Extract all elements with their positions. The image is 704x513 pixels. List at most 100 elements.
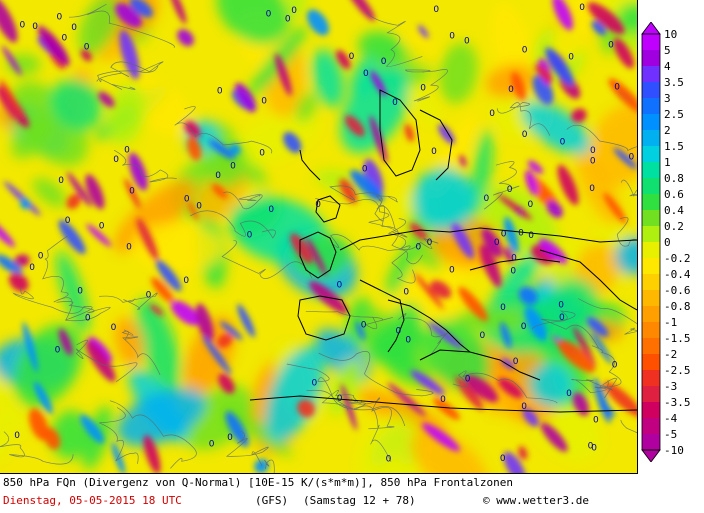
field-streak <box>387 382 426 417</box>
field-blob <box>114 317 144 367</box>
field-streak <box>370 70 387 97</box>
field-streak <box>169 0 187 25</box>
field-streak <box>79 414 105 444</box>
field-streak <box>524 306 547 341</box>
frontal-zone-line <box>531 310 599 349</box>
field-streak <box>465 374 499 403</box>
frontal-zone-line <box>286 363 406 427</box>
zero-contour-label: 0 <box>392 98 398 108</box>
frontal-zone-line <box>398 313 449 356</box>
legend-label: -4 <box>664 412 678 425</box>
color-scale-bar <box>641 21 661 463</box>
zero-contour-label: 0 <box>593 415 599 425</box>
zero-contour-label: 0 <box>227 433 233 443</box>
field-blob <box>0 104 21 131</box>
field-streak <box>534 64 553 83</box>
field-streak <box>254 458 269 473</box>
frontal-zone-line <box>96 61 164 82</box>
legend-max-arrow <box>641 21 661 35</box>
field-streak <box>430 280 452 299</box>
legend-swatch <box>642 210 660 227</box>
field-blob <box>0 410 14 461</box>
field-streak <box>111 442 126 473</box>
field-streak <box>410 370 445 396</box>
field-streak <box>151 277 174 303</box>
legend-swatch <box>642 354 660 371</box>
field-streak <box>283 132 302 154</box>
field-streak <box>1 45 22 76</box>
coastline-segment <box>299 231 337 279</box>
frontal-zone-line <box>329 185 396 229</box>
field-blob <box>130 222 222 273</box>
field-streak <box>43 427 61 450</box>
coastline-segment <box>419 109 453 181</box>
field-streak <box>143 435 161 473</box>
coastline-segment <box>419 349 541 381</box>
legend-swatch <box>642 258 660 275</box>
frontal-zone-line <box>496 102 551 136</box>
field-streak <box>545 47 575 87</box>
legend-label: 1.5 <box>664 140 684 153</box>
zero-contour-label: 0 <box>129 187 135 197</box>
zero-contour-label: 0 <box>361 321 367 331</box>
field-streak <box>115 2 142 28</box>
field-streak <box>503 451 526 473</box>
zero-contour-label: 0 <box>522 46 528 56</box>
field-streak <box>0 254 23 276</box>
field-streak <box>428 322 464 349</box>
zero-contour-label: 0 <box>84 43 90 53</box>
legend-label: -1 <box>664 316 678 329</box>
weather-map: 0 0 0 0 0 0 0 0 0 0 0 0 0 0 0 0 0 0 0 0 0 0 0 0 0 0 0 0 0 0 0 0 0 0 0 0 0 0 0 0… <box>0 0 638 474</box>
field-streak <box>33 381 53 415</box>
caption-date: Dienstag, 05-05-2015 18 UTC <box>3 494 182 507</box>
zero-contour-label: 0 <box>259 148 265 158</box>
zero-contour-label: 0 <box>431 147 437 157</box>
zero-contour-label: 0 <box>32 22 38 32</box>
zero-contour-label: 0 <box>510 267 516 277</box>
zero-contour-label: 0 <box>55 346 61 356</box>
zero-contour-label: 0 <box>268 205 274 215</box>
frontal-zone-line <box>452 370 558 404</box>
zero-contour-label: 0 <box>449 265 455 275</box>
field-streak <box>355 321 366 341</box>
zero-contour-label: 0 <box>29 263 35 273</box>
caption-model: (GFS) <box>255 494 289 507</box>
zero-contour-label: 0 <box>566 389 572 399</box>
frontal-zone-line <box>69 3 175 48</box>
legend-label: 1 <box>664 156 671 169</box>
field-blob <box>574 243 621 295</box>
legend-frame <box>641 33 661 451</box>
zero-contour-label: 0 <box>518 229 524 239</box>
coastline-segment <box>299 149 321 181</box>
zero-contour-label: 0 <box>184 195 190 205</box>
field-streak <box>481 227 503 258</box>
coastline-segment <box>539 249 637 311</box>
coastline-segment <box>297 295 351 341</box>
frontal-zone-line <box>223 191 263 210</box>
field-streak <box>572 392 589 416</box>
zero-contour-label: 0 <box>215 171 221 181</box>
field-streak <box>85 174 105 210</box>
frontal-zone-line <box>566 124 637 152</box>
legend-swatch <box>642 290 660 307</box>
field-streak <box>479 244 502 288</box>
field-streak <box>208 139 236 160</box>
legend-label: -10 <box>664 444 684 457</box>
field-streak <box>572 326 596 367</box>
field-streak <box>0 79 23 119</box>
legend-label: 5 <box>664 44 671 57</box>
legend-swatch <box>642 274 660 291</box>
zero-contour-label: 0 <box>420 84 426 94</box>
field-streak <box>155 259 182 292</box>
field-blob <box>32 177 67 208</box>
field-blob <box>78 0 119 56</box>
field-shading <box>0 0 637 473</box>
zero-contour-label: 0 <box>403 288 409 298</box>
legend-label: 0.8 <box>664 172 684 185</box>
legend-swatch <box>642 386 660 403</box>
field-blob <box>232 194 283 239</box>
zero-contour-label: 0 <box>494 238 500 248</box>
legend-swatch <box>642 162 660 179</box>
field-streak <box>28 408 49 441</box>
field-blob <box>410 429 489 473</box>
